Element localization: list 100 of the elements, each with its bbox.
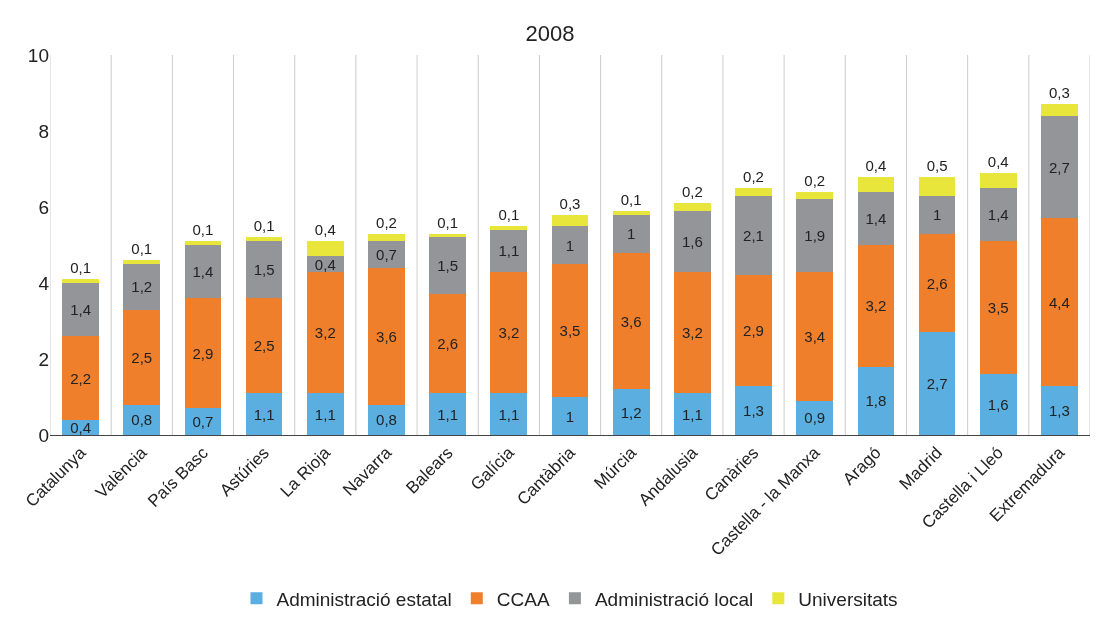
bar bbox=[979, 188, 1017, 242]
data-label: 0,2 bbox=[804, 171, 826, 189]
bar bbox=[368, 267, 405, 405]
y-tick-label: 8 bbox=[38, 120, 49, 142]
bar bbox=[674, 203, 711, 211]
data-label: 3,2 bbox=[681, 323, 703, 341]
bar bbox=[368, 233, 405, 242]
data-label: 0,1 bbox=[131, 240, 153, 258]
data-label: 0,1 bbox=[253, 217, 275, 235]
bar bbox=[857, 366, 895, 435]
bar bbox=[306, 271, 344, 394]
data-label: 1,1 bbox=[437, 405, 459, 423]
data-label: 4,4 bbox=[1048, 293, 1070, 311]
data-label: 0,5 bbox=[926, 156, 948, 174]
bar bbox=[368, 241, 405, 268]
data-label: 1,5 bbox=[437, 257, 459, 275]
bar bbox=[551, 264, 589, 397]
bar bbox=[62, 283, 99, 337]
bar bbox=[735, 385, 772, 435]
chart-title: 2008 bbox=[525, 20, 575, 46]
bar bbox=[918, 233, 956, 333]
bar bbox=[184, 245, 222, 299]
bar bbox=[674, 210, 711, 272]
data-label: 3,5 bbox=[559, 322, 581, 339]
data-label: 1,9 bbox=[804, 227, 826, 244]
bar bbox=[796, 199, 834, 272]
data-label: 2,1 bbox=[743, 227, 764, 244]
bar bbox=[1041, 104, 1078, 116]
data-label: 0,1 bbox=[437, 213, 459, 231]
data-label: 1,2 bbox=[620, 403, 642, 421]
data-label: 1,4 bbox=[865, 209, 887, 227]
data-label: 3,5 bbox=[987, 299, 1009, 317]
data-label: 0,4 bbox=[314, 255, 336, 273]
data-label: 3,2 bbox=[314, 323, 336, 341]
bar bbox=[490, 393, 528, 435]
data-label: 0,3 bbox=[1048, 84, 1070, 102]
bar bbox=[62, 279, 99, 283]
bar bbox=[306, 393, 344, 435]
bar bbox=[857, 176, 895, 192]
data-label: 0,9 bbox=[804, 409, 826, 427]
bar bbox=[979, 374, 1017, 435]
legend-label: Universitats bbox=[798, 588, 898, 610]
data-label: 0,2 bbox=[376, 213, 397, 231]
bar bbox=[306, 241, 344, 257]
data-label: 1,6 bbox=[987, 396, 1009, 414]
bar bbox=[184, 408, 222, 435]
data-label: 0,2 bbox=[681, 183, 703, 201]
bar bbox=[735, 195, 772, 276]
data-label: 1,6 bbox=[681, 232, 703, 250]
bar bbox=[551, 214, 589, 226]
bar bbox=[123, 309, 161, 405]
bar bbox=[123, 260, 161, 264]
bar bbox=[918, 195, 956, 234]
data-label: 0,1 bbox=[192, 221, 214, 239]
bar bbox=[1041, 385, 1078, 435]
data-label: 1,1 bbox=[498, 405, 520, 423]
bar bbox=[551, 397, 589, 435]
legend-label: CCAA bbox=[496, 588, 550, 610]
data-label: 0,4 bbox=[70, 418, 92, 436]
bar bbox=[490, 271, 528, 394]
bar bbox=[490, 226, 528, 230]
data-label: 0,7 bbox=[376, 246, 397, 263]
data-label: 0,4 bbox=[314, 221, 336, 239]
bar bbox=[551, 226, 589, 264]
legend-label: Administració local bbox=[594, 588, 754, 610]
data-label: 3,2 bbox=[498, 323, 520, 341]
data-label: 3,6 bbox=[376, 327, 397, 345]
data-label: 1,1 bbox=[253, 405, 275, 423]
bar bbox=[979, 241, 1017, 375]
bar bbox=[490, 229, 528, 272]
bar bbox=[123, 264, 161, 310]
data-label: 0,7 bbox=[192, 413, 214, 431]
y-tick-label: 0 bbox=[38, 424, 49, 446]
y-tick-label: 6 bbox=[38, 196, 49, 218]
data-label: 1,8 bbox=[865, 392, 887, 410]
data-label: 1,4 bbox=[192, 263, 214, 281]
y-tick-label: 10 bbox=[27, 44, 49, 66]
data-label: 2,2 bbox=[70, 369, 92, 387]
legend-label: Administració estatal bbox=[276, 588, 452, 610]
data-label: 2,9 bbox=[192, 344, 214, 362]
bar bbox=[796, 400, 834, 435]
y-tick-label: 2 bbox=[38, 348, 49, 370]
data-label: 2,7 bbox=[1048, 158, 1070, 176]
bar bbox=[429, 393, 466, 435]
bar bbox=[62, 336, 99, 420]
y-tick-label: 4 bbox=[38, 272, 50, 294]
data-label: 2,6 bbox=[437, 335, 459, 353]
data-label: 1 bbox=[565, 407, 575, 425]
bar bbox=[245, 241, 283, 299]
bar bbox=[857, 245, 895, 367]
data-label: 1,3 bbox=[1048, 401, 1070, 419]
bar bbox=[184, 298, 222, 409]
data-label: 3,2 bbox=[865, 297, 887, 315]
data-label: 2,5 bbox=[131, 348, 153, 366]
bar bbox=[918, 332, 956, 435]
data-label: 1 bbox=[627, 225, 636, 243]
data-label: 0,1 bbox=[70, 259, 92, 277]
bar bbox=[735, 188, 772, 196]
bar bbox=[612, 389, 650, 435]
bar bbox=[674, 271, 711, 394]
